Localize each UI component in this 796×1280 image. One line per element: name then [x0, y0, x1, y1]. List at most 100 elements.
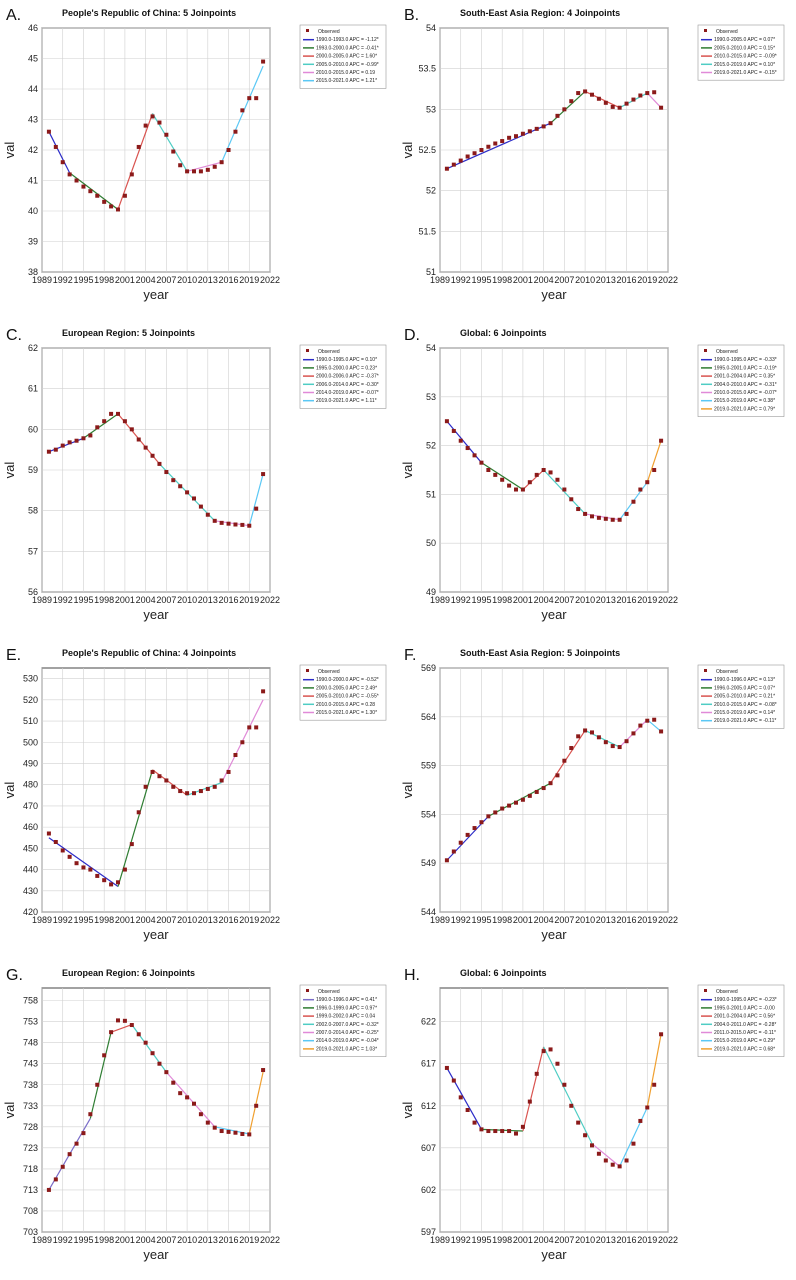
- x-tick-label: 2004: [534, 275, 554, 285]
- observed-point: [74, 1141, 79, 1146]
- legend-box: [299, 984, 387, 1057]
- observed-point: [527, 480, 532, 485]
- observed-point: [46, 449, 51, 454]
- observed-point: [631, 499, 636, 504]
- x-axis-label: year: [143, 287, 169, 302]
- y-tick-label: 46: [28, 23, 38, 33]
- plot-area: [439, 987, 669, 1233]
- observed-point: [247, 725, 252, 730]
- observed-point: [659, 105, 664, 110]
- x-axis-label: year: [143, 1247, 169, 1262]
- x-tick-label: 2022: [260, 1235, 280, 1245]
- legend-observed-label: Observed: [318, 669, 340, 675]
- legend-item-label: 1999.0-2002.0 APC = 0.04: [316, 1014, 375, 1020]
- y-tick-label: 470: [23, 801, 38, 811]
- x-tick-label: 2010: [575, 1235, 595, 1245]
- y-tick-label: 420: [23, 907, 38, 917]
- legend-observed-marker: [704, 349, 707, 352]
- observed-point: [507, 135, 512, 140]
- legend-item-label: 1995.0-2000.0 APC = 0.23*: [316, 365, 377, 371]
- x-tick-label: 1989: [430, 915, 450, 925]
- legend-item-label: 2010.0-2015.0 APC = -0.07*: [714, 390, 777, 396]
- observed-point: [164, 778, 169, 783]
- y-tick-label: 54: [426, 23, 436, 33]
- x-tick-label: 2007: [156, 595, 176, 605]
- x-tick-label: 1998: [492, 915, 512, 925]
- observed-point: [541, 124, 546, 129]
- legend-item-label: 2005.0-2010.0 APC = 0.15*: [714, 45, 775, 51]
- observed-point: [233, 522, 238, 527]
- observed-point: [67, 1152, 72, 1157]
- observed-point: [116, 1018, 120, 1023]
- y-tick-label: 607: [421, 1143, 436, 1153]
- observed-point: [226, 148, 231, 152]
- observed-point: [53, 1177, 58, 1182]
- observed-point: [527, 129, 532, 134]
- x-tick-label: 2007: [554, 1235, 574, 1245]
- observed-point: [500, 477, 505, 482]
- x-tick-label: 2010: [575, 595, 595, 605]
- segment-line: [48, 131, 71, 174]
- legend-observed-label: Observed: [716, 989, 738, 995]
- chart-panel: E. People's Republic of China: 4 Joinpoin…: [2, 647, 387, 942]
- observed-point: [555, 113, 560, 118]
- observed-point: [102, 1053, 107, 1058]
- y-tick-label: 57: [28, 546, 38, 556]
- observed-point: [192, 496, 196, 501]
- observed-point: [226, 1129, 231, 1134]
- segment-line: [646, 1034, 662, 1108]
- x-axis-label: year: [143, 927, 169, 942]
- legend-item-label: 1990.0-1995.0 APC = 0.10*: [316, 357, 377, 363]
- legend-item-label: 2002.0-2007.0 APC = -0.32*: [316, 1022, 379, 1028]
- y-tick-label: 440: [23, 865, 38, 875]
- x-tick-label: 2013: [596, 275, 616, 285]
- segment-line: [89, 1032, 112, 1119]
- chart-title: Global: 6 Joinpoints: [460, 968, 547, 978]
- y-tick-label: 51: [426, 489, 436, 499]
- legend-item-label: 1990.0-1996.0 APC = 0.41*: [316, 997, 377, 1003]
- x-tick-label: 2013: [596, 915, 616, 925]
- legend-box: [299, 24, 387, 89]
- observed-point: [520, 487, 525, 492]
- x-tick-label: 2022: [260, 915, 280, 925]
- observed-point: [171, 149, 176, 154]
- y-axis-label: val: [2, 142, 17, 159]
- observed-point: [514, 1131, 518, 1136]
- x-tick-label: 1989: [430, 1235, 450, 1245]
- observed-point: [569, 497, 574, 502]
- y-tick-label: 430: [23, 886, 38, 896]
- observed-point: [205, 786, 210, 791]
- x-axis-label: year: [541, 1247, 567, 1262]
- x-tick-label: 2004: [136, 1235, 156, 1245]
- observed-point: [205, 167, 210, 172]
- observed-point: [198, 504, 203, 509]
- observed-point: [53, 839, 58, 844]
- observed-point: [129, 427, 134, 432]
- chart-title: Global: 6 Joinpoints: [460, 328, 547, 338]
- observed-point: [590, 514, 594, 519]
- observed-point: [534, 472, 539, 477]
- observed-point: [254, 725, 259, 730]
- x-tick-label: 2004: [534, 1235, 554, 1245]
- segment-line: [543, 469, 586, 515]
- observed-point: [472, 826, 477, 831]
- observed-point: [527, 1099, 532, 1104]
- legend-observed-marker: [704, 989, 707, 992]
- y-tick-label: 41: [28, 176, 38, 186]
- observed-point: [610, 744, 615, 749]
- observed-point: [157, 120, 162, 125]
- observed-point: [46, 831, 51, 836]
- observed-point: [136, 437, 141, 442]
- x-tick-label: 2010: [575, 915, 595, 925]
- legend-box: [299, 344, 387, 409]
- segment-line: [446, 122, 551, 170]
- legend-observed-marker: [306, 349, 309, 352]
- observed-point: [569, 746, 574, 751]
- legend-item-label: 2019.0-2021.0 APC = 1.03*: [316, 1046, 377, 1052]
- observed-point: [659, 438, 664, 443]
- x-tick-label: 1989: [32, 275, 52, 285]
- y-axis-label: val: [400, 1102, 415, 1119]
- observed-point: [652, 468, 657, 472]
